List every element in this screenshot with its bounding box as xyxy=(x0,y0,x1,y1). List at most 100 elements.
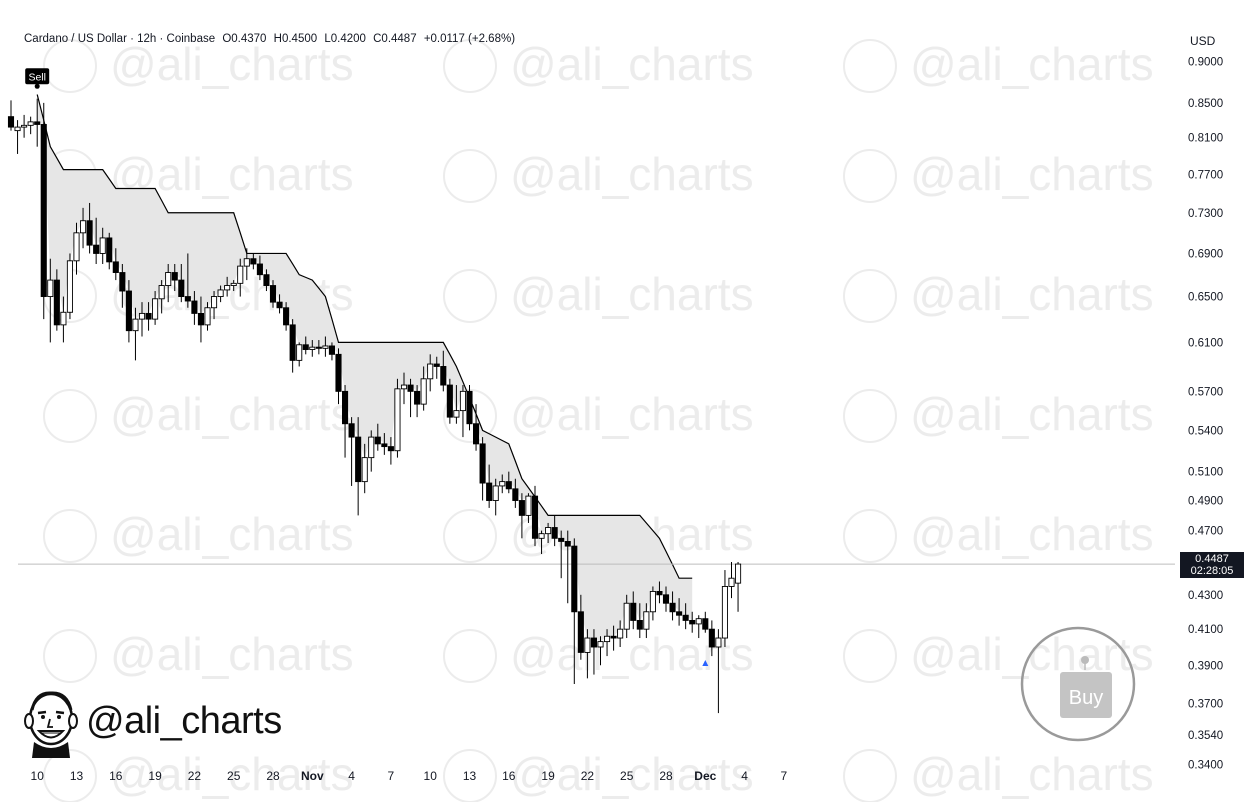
candle-body xyxy=(152,298,159,320)
candle-body xyxy=(459,390,467,412)
candle xyxy=(466,385,473,431)
y-tick-label: 0.4900 xyxy=(1188,496,1223,508)
candle-body xyxy=(342,390,349,425)
ohlc-close: C0.4487 xyxy=(373,33,417,45)
candle xyxy=(106,232,113,270)
candle xyxy=(400,372,408,405)
candle xyxy=(73,222,80,275)
candle-body xyxy=(296,344,303,361)
y-tick-label: 0.7700 xyxy=(1188,169,1223,181)
candle-body xyxy=(466,390,473,425)
candle-body xyxy=(400,384,408,390)
y-tick-label: 0.3400 xyxy=(1188,759,1223,771)
watermark-text: @ali_charts xyxy=(510,388,754,440)
candle-body xyxy=(682,614,689,621)
candle xyxy=(99,227,106,264)
candle xyxy=(79,207,87,249)
candle-body xyxy=(525,495,532,516)
candle-body xyxy=(630,602,637,621)
candle-body xyxy=(302,344,309,350)
candle xyxy=(433,356,440,379)
candle-body xyxy=(93,244,100,254)
candle xyxy=(649,586,656,621)
watermark-face-icon xyxy=(43,629,97,683)
watermark-face-icon xyxy=(843,509,897,563)
candle-body xyxy=(243,258,250,267)
candle-body xyxy=(440,366,447,386)
watermark-face-icon xyxy=(443,629,497,683)
candle-body xyxy=(708,628,715,648)
watermark-text: @ali_charts xyxy=(110,628,354,680)
candle-body xyxy=(119,272,126,292)
candle xyxy=(420,366,427,411)
candle xyxy=(309,340,316,357)
chart-header: Cardano / US Dollar · 12h · Coinbase O0.… xyxy=(24,33,519,45)
candle-body xyxy=(492,485,499,501)
candle-body xyxy=(230,282,237,286)
candle xyxy=(721,570,728,647)
supertrend-line xyxy=(36,94,693,579)
candle-body xyxy=(427,363,434,380)
candle-body xyxy=(551,527,558,539)
watermark-layer: @ali_charts @ali_charts @ali_charts @ali_ch… xyxy=(43,38,1154,802)
candle xyxy=(204,302,211,331)
buy-highlight-circle xyxy=(1020,626,1136,742)
candle-body xyxy=(125,290,132,332)
candle xyxy=(702,611,709,633)
buy-signal-label: Buy xyxy=(1069,687,1103,709)
candle-body xyxy=(309,346,316,350)
candle-body xyxy=(564,540,571,547)
candle-body xyxy=(256,263,263,276)
candle xyxy=(636,603,643,639)
candle-body xyxy=(112,261,119,273)
candle xyxy=(269,280,277,308)
watermark-text: @ali_charts xyxy=(510,628,754,680)
candle-body xyxy=(414,390,421,405)
candle xyxy=(617,620,624,647)
candle xyxy=(518,493,525,539)
candle-body xyxy=(721,586,728,639)
last-price-tag: 0.4487 02:28:05 xyxy=(1180,552,1244,578)
candle-body xyxy=(138,312,146,320)
watermark-face-icon xyxy=(843,39,897,93)
candle-body xyxy=(53,279,60,326)
watermark-face-icon xyxy=(43,749,97,802)
candle xyxy=(505,471,512,494)
candle xyxy=(14,120,21,154)
candle xyxy=(112,248,119,281)
candle-body xyxy=(79,220,87,234)
currency-label[interactable]: USD xyxy=(1190,34,1216,48)
candle xyxy=(342,385,349,458)
candle-body xyxy=(322,345,329,349)
candle xyxy=(577,594,584,660)
candle xyxy=(623,594,630,639)
candle xyxy=(604,629,611,657)
candle xyxy=(34,98,41,147)
avatar-caricature-icon xyxy=(24,691,78,758)
candle xyxy=(669,591,676,621)
candle-body xyxy=(106,237,113,263)
candle-body xyxy=(420,378,427,405)
candle-body xyxy=(453,410,460,418)
candle xyxy=(571,538,578,685)
ohlc-low: L0.4200 xyxy=(324,33,366,45)
x-tick-label: 19 xyxy=(541,769,555,783)
candle xyxy=(564,530,571,604)
candle-body xyxy=(47,279,54,298)
candle xyxy=(473,404,480,451)
candle xyxy=(60,296,67,343)
candle xyxy=(610,625,617,651)
candle xyxy=(296,342,303,367)
candle xyxy=(86,202,93,254)
y-tick-label: 0.4100 xyxy=(1188,624,1223,636)
x-tick-label: 13 xyxy=(70,769,84,783)
candle-body xyxy=(224,285,231,291)
candles-layer xyxy=(7,98,742,714)
candle xyxy=(630,591,637,630)
candle-body xyxy=(27,121,34,126)
candle xyxy=(597,636,604,666)
candle xyxy=(492,478,499,516)
candle xyxy=(145,302,152,331)
candle-body xyxy=(512,488,519,501)
